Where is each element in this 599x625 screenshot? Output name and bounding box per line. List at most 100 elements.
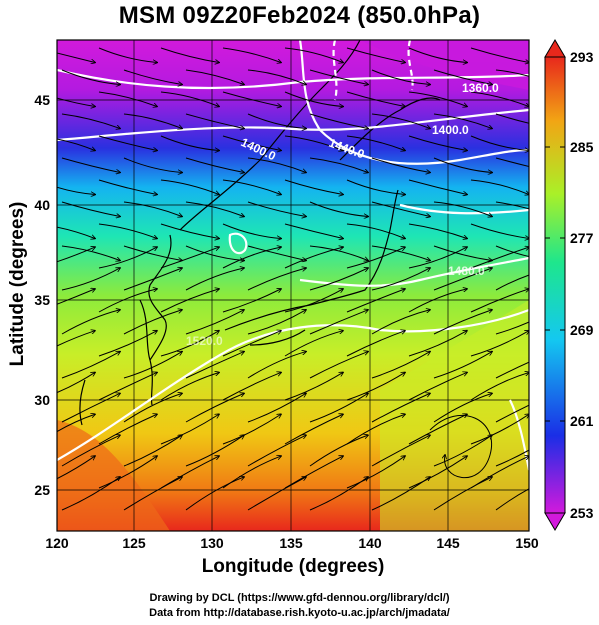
streamline [123,310,182,335]
streamline [185,393,244,423]
streamline [284,414,343,445]
y-axis-label: Latitude (degrees) [7,201,28,367]
streamline [185,435,244,467]
y-tick-25: 25 [34,482,50,498]
warm-tongue-east [380,300,529,531]
streamline [495,201,529,210]
y-ticks: 25 30 35 40 45 [34,92,50,498]
streamline [98,331,157,357]
streamline [309,268,368,291]
streamline [61,435,120,467]
streamline [57,247,95,263]
streamline [247,477,306,511]
streamline [408,179,467,195]
streamline [346,372,405,401]
streamline [433,435,492,467]
streamline [495,113,529,124]
streamline [433,113,492,129]
streamline [185,157,244,173]
streamline [222,247,281,269]
y-tick-30: 30 [34,392,50,408]
colorbar-tick-253: 253 [570,505,594,521]
streamline [284,179,343,195]
streamline [470,91,529,107]
streamline [495,321,529,335]
contour-label-1360: 1360.0 [462,81,499,95]
streamline [433,201,492,217]
contour-1480 [399,203,529,215]
streamline [98,414,157,445]
streamline [61,69,120,85]
streamline [222,289,281,313]
streamline [57,138,95,151]
streamline [160,414,219,445]
streamline [98,289,157,313]
streamline [346,331,405,357]
streamline [495,361,529,379]
streamline [57,456,95,480]
streamline [371,245,430,261]
streamline [247,157,306,173]
streamline [185,268,244,291]
streamline [222,372,281,401]
streamline [222,91,281,107]
streamline [309,435,368,467]
streamline [408,456,467,489]
streamline [98,456,157,489]
streamline [470,179,529,195]
streamline [222,331,281,357]
streamline [495,69,529,77]
streamline [309,157,368,173]
streamline [185,201,244,217]
streamline [160,247,219,269]
streamline [346,456,405,489]
x-tick-125: 125 [122,535,146,551]
streamline [408,91,467,107]
streamline [123,69,182,85]
streamline [57,414,95,433]
streamline [160,223,219,239]
streamline [222,179,281,195]
streamline-swirl [429,414,492,479]
colorbar-top-triangle [544,39,566,58]
streamline [123,268,182,291]
streamline [495,488,529,511]
streamline [57,226,95,239]
streamline [98,179,157,195]
streamline [57,331,95,347]
streamline [433,157,492,173]
x-tick-135: 135 [279,535,303,551]
streamline [408,223,467,239]
streamline [470,135,529,151]
streamline [470,289,529,313]
streamline [61,352,120,379]
streamline [98,372,157,401]
streamline [123,435,182,467]
streamline [160,135,219,151]
streamline [284,47,343,63]
streamline [371,310,430,335]
streamline [247,268,306,291]
streamline [346,414,405,445]
streamline [371,393,430,423]
streamline [284,135,343,151]
streamline [470,372,529,401]
streamline [98,91,157,107]
y-tick-45: 45 [34,92,50,108]
streamline [57,97,95,107]
streamline [408,331,467,357]
streamline [185,477,244,511]
streamline [470,414,529,445]
streamline [284,247,343,269]
x-tick-120: 120 [45,535,69,551]
x-ticks: 120 125 130 135 140 145 150 [45,535,539,551]
x-tick-150: 150 [515,535,539,551]
streamline [222,135,281,151]
colorbar-tick-261: 261 [570,413,594,429]
streamline [309,245,368,261]
streamline [309,69,368,85]
streamline [98,135,157,151]
streamline [433,477,492,511]
streamline [371,69,430,85]
